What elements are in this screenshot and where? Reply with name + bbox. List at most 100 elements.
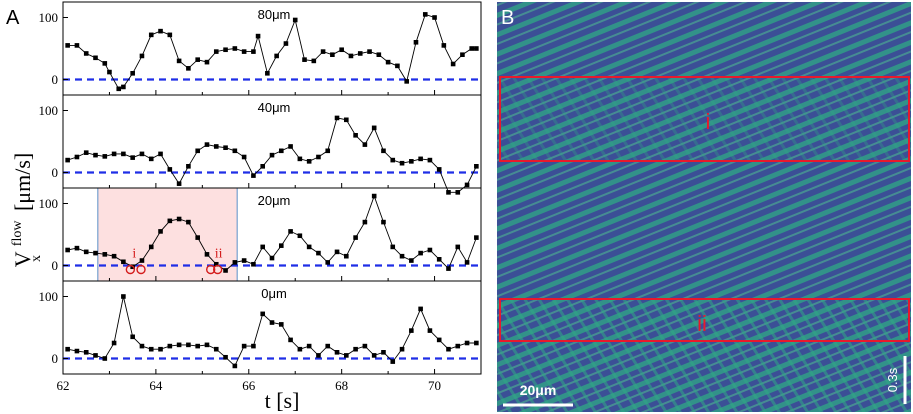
data-point	[223, 145, 228, 150]
scale-bar-x-label: 20μm	[520, 382, 557, 398]
marker-label-i: i	[132, 247, 136, 262]
series-line	[67, 296, 477, 367]
data-point	[274, 53, 279, 59]
data-point	[399, 346, 405, 352]
data-point	[121, 84, 126, 90]
series-line	[67, 13, 477, 90]
data-point	[376, 52, 382, 57]
marker-circle	[212, 264, 223, 275]
data-point	[339, 47, 344, 53]
data-point	[288, 337, 293, 343]
data-point	[213, 261, 219, 267]
data-point	[74, 43, 80, 48]
y-tick-label: 0	[52, 351, 59, 366]
data-point	[381, 350, 386, 355]
data-point	[74, 245, 80, 251]
marker-label-ii: ii	[215, 247, 223, 262]
data-point	[455, 244, 461, 250]
data-point	[241, 343, 247, 349]
data-point	[464, 182, 470, 188]
data-point	[223, 354, 228, 360]
data-point	[232, 260, 238, 265]
data-point	[325, 260, 331, 265]
data-point	[395, 63, 400, 69]
data-point	[251, 173, 256, 178]
data-point	[278, 243, 284, 248]
data-point	[195, 235, 200, 240]
data-point	[260, 244, 266, 250]
data-point	[186, 219, 191, 225]
roi-box-i	[499, 76, 910, 162]
data-point	[148, 346, 154, 352]
data-point	[320, 49, 326, 54]
data-point	[139, 151, 145, 157]
panel-title: 0μm	[261, 286, 287, 301]
y-tick-label: 100	[39, 196, 59, 211]
data-point	[130, 71, 135, 76]
data-point	[121, 259, 126, 265]
data-point	[302, 57, 307, 62]
data-point	[158, 346, 163, 352]
data-point	[288, 144, 293, 149]
x-tick-label: 64	[149, 378, 163, 393]
data-point	[311, 58, 317, 64]
data-point	[102, 154, 108, 159]
marker-circle	[136, 264, 146, 275]
data-point	[93, 250, 98, 256]
data-point	[288, 229, 293, 234]
data-point	[357, 51, 363, 56]
data-point	[316, 353, 321, 358]
data-point	[241, 258, 247, 263]
scale-bar-t-label: 0.3s	[885, 367, 900, 392]
data-point	[427, 328, 433, 333]
data-point	[474, 46, 479, 51]
chart-panel-0: 0 100 80μm	[39, 1, 482, 96]
data-point	[269, 320, 275, 325]
data-point	[74, 154, 80, 160]
data-point	[121, 151, 126, 157]
data-point	[474, 340, 479, 346]
svg-text:V flow [μm/s]: V flow [μm/s]	[1, 153, 35, 267]
data-point	[306, 159, 312, 164]
data-point	[399, 253, 405, 259]
data-point	[297, 156, 303, 162]
chart-panel-3: 0 100 62 64 66 68 70 0μm	[39, 280, 482, 393]
y-tick-label: 100	[39, 10, 59, 25]
data-point	[139, 53, 145, 59]
data-point	[176, 216, 182, 222]
roi-box-i-label: i	[706, 109, 711, 134]
data-point	[251, 49, 256, 54]
data-point	[213, 49, 219, 54]
data-point	[65, 157, 70, 163]
data-point	[390, 359, 396, 364]
data-point	[409, 159, 414, 164]
y-tick-label: 0	[52, 72, 59, 87]
data-point	[83, 249, 89, 255]
data-point	[83, 150, 89, 155]
data-point	[176, 342, 182, 348]
data-point	[367, 49, 372, 54]
data-point	[436, 167, 442, 172]
data-point	[469, 46, 475, 51]
data-point	[167, 343, 173, 349]
data-point	[232, 148, 238, 154]
data-point	[334, 115, 340, 121]
y-tick-label: 100	[39, 103, 59, 118]
data-point	[455, 343, 461, 349]
data-point	[74, 348, 80, 354]
data-point	[186, 342, 191, 348]
data-point	[297, 346, 303, 352]
data-point	[121, 294, 126, 299]
data-point	[251, 343, 256, 349]
y-axis-title-unit: [μm/s]	[10, 153, 35, 211]
data-point	[348, 53, 354, 59]
data-point	[436, 257, 442, 262]
data-point	[353, 235, 358, 240]
data-point	[269, 255, 275, 261]
data-point	[232, 46, 238, 51]
data-point	[269, 152, 275, 158]
data-point	[409, 258, 414, 263]
data-point	[353, 133, 358, 138]
data-point	[93, 353, 98, 358]
